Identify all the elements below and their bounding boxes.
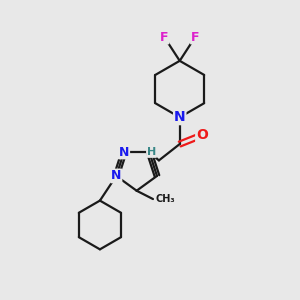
Text: N: N [174, 110, 185, 124]
Text: F: F [191, 31, 200, 44]
Text: N: N [119, 146, 129, 158]
Text: O: O [196, 128, 208, 142]
Text: N: N [111, 169, 122, 182]
Text: H: H [147, 147, 156, 157]
Text: F: F [160, 31, 169, 44]
Text: CH₃: CH₃ [155, 194, 175, 204]
